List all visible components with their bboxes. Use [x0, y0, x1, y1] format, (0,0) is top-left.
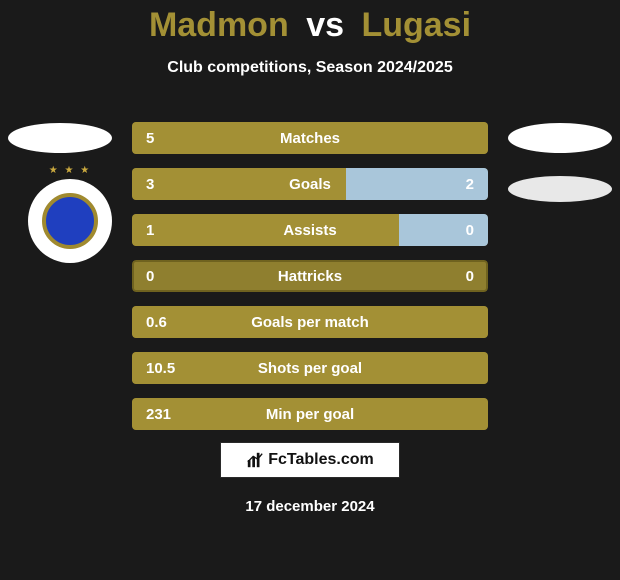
stat-label: Shots per goal [132, 352, 488, 384]
stat-row: 10Assists [132, 214, 488, 246]
player2-club-badge-placeholder [508, 176, 612, 202]
comparison-card: Madmon vs Lugasi Club competitions, Seas… [0, 0, 620, 580]
source-logo: FcTables.com [220, 442, 400, 478]
title-player2: Lugasi [361, 6, 471, 44]
page-title: Madmon vs Lugasi [0, 0, 620, 45]
stat-label: Hattricks [132, 260, 488, 292]
club-stars-icon: ★ ★ ★ [28, 165, 112, 176]
stat-label: Goals per match [132, 306, 488, 338]
subtitle: Club competitions, Season 2024/2025 [0, 59, 620, 77]
source-logo-text: FcTables.com [268, 451, 374, 469]
stat-row: 231Min per goal [132, 398, 488, 430]
stat-row: 0.6Goals per match [132, 306, 488, 338]
title-vs: vs [306, 6, 344, 44]
player2-badge-placeholder [508, 123, 612, 153]
stat-label: Min per goal [132, 398, 488, 430]
stat-label: Goals [132, 168, 488, 200]
stat-label: Assists [132, 214, 488, 246]
player1-club-badge: ★ ★ ★ [28, 179, 112, 263]
stats-rows: 5Matches 32Goals 10Assists 00Hattricks 0.6Go… [132, 122, 488, 444]
stat-label: Matches [132, 122, 488, 154]
bar-chart-icon [246, 451, 264, 469]
stat-row: 10.5Shots per goal [132, 352, 488, 384]
stat-row: 32Goals [132, 168, 488, 200]
stat-row: 00Hattricks [132, 260, 488, 292]
club-crest-icon [42, 193, 98, 249]
stat-row: 5Matches [132, 122, 488, 154]
title-player1: Madmon [149, 6, 289, 44]
date-text: 17 december 2024 [0, 498, 620, 515]
player1-badge-placeholder [8, 123, 112, 153]
